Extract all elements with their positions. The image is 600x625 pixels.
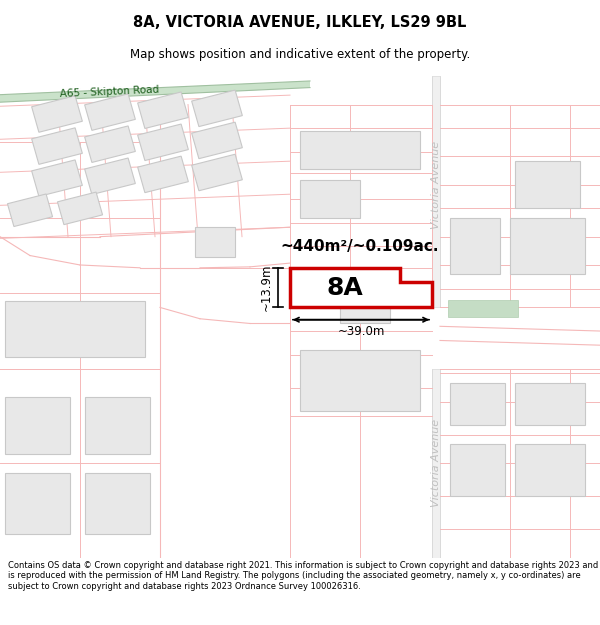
Polygon shape — [0, 81, 310, 102]
Text: 8A: 8A — [326, 276, 364, 299]
Bar — [450, 217, 500, 274]
Text: ~39.0m: ~39.0m — [337, 324, 385, 338]
Bar — [300, 350, 420, 411]
Polygon shape — [191, 154, 242, 191]
Bar — [432, 76, 440, 308]
Text: Victoria Avenue: Victoria Avenue — [431, 419, 441, 508]
Bar — [450, 444, 505, 496]
Text: ~13.9m: ~13.9m — [260, 264, 272, 311]
Bar — [85, 472, 150, 534]
Bar — [85, 397, 150, 454]
Bar — [515, 444, 585, 496]
Bar — [448, 300, 518, 317]
Polygon shape — [85, 158, 136, 194]
Bar — [5, 397, 70, 454]
Text: A65 - Skipton Road: A65 - Skipton Road — [60, 84, 160, 99]
Text: Contains OS data © Crown copyright and database right 2021. This information is : Contains OS data © Crown copyright and d… — [8, 561, 598, 591]
Bar — [450, 383, 505, 426]
Polygon shape — [191, 90, 242, 127]
Bar — [5, 301, 145, 358]
Polygon shape — [85, 126, 136, 162]
Text: 8A, VICTORIA AVENUE, ILKLEY, LS29 9BL: 8A, VICTORIA AVENUE, ILKLEY, LS29 9BL — [133, 16, 467, 31]
Bar — [5, 472, 70, 534]
Polygon shape — [191, 122, 242, 159]
Polygon shape — [32, 96, 82, 132]
Bar — [300, 131, 420, 169]
Polygon shape — [137, 156, 188, 192]
Bar — [515, 383, 585, 426]
Polygon shape — [85, 94, 136, 131]
Bar — [195, 228, 235, 258]
Polygon shape — [290, 268, 432, 308]
Text: Victoria Avenue: Victoria Avenue — [431, 141, 441, 229]
Bar — [510, 217, 585, 274]
Bar — [432, 369, 440, 558]
Text: ~440m²/~0.109ac.: ~440m²/~0.109ac. — [281, 239, 439, 254]
Text: Map shows position and indicative extent of the property.: Map shows position and indicative extent… — [130, 48, 470, 61]
Polygon shape — [137, 124, 188, 161]
Polygon shape — [7, 194, 53, 226]
Bar — [515, 161, 580, 208]
Polygon shape — [32, 128, 82, 164]
Polygon shape — [137, 92, 188, 129]
Bar — [340, 295, 390, 324]
Polygon shape — [58, 192, 103, 224]
Bar — [300, 180, 360, 218]
Polygon shape — [32, 160, 82, 196]
